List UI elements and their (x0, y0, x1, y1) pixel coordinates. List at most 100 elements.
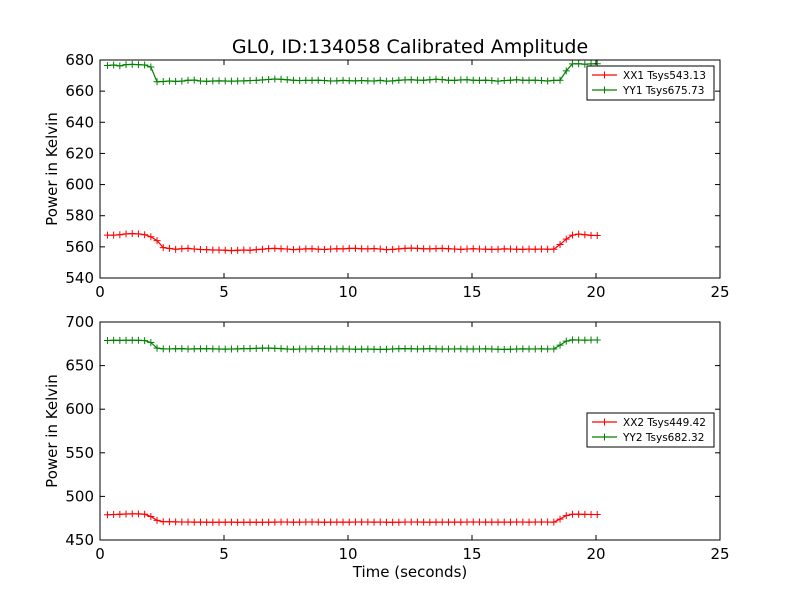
data-point (333, 518, 341, 526)
x-tick-label: 10 (338, 283, 357, 301)
data-point (147, 63, 155, 71)
data-point (277, 345, 285, 353)
plot-frame (99, 321, 721, 541)
series-line (107, 339, 598, 350)
data-point (351, 345, 359, 353)
data-point (482, 518, 490, 526)
data-point (289, 518, 297, 526)
data-point (469, 76, 477, 84)
data-point (240, 246, 248, 254)
data-point (407, 518, 415, 526)
data-point (327, 345, 335, 353)
y-tick-label: 580 (65, 207, 94, 225)
data-point (265, 344, 273, 352)
data-point (221, 246, 229, 254)
data-point (333, 345, 341, 353)
data-point (153, 78, 161, 86)
data-point (494, 245, 502, 253)
data-point (246, 518, 254, 526)
data-point (196, 345, 204, 353)
data-point (457, 76, 465, 84)
data-point (110, 231, 118, 239)
data-point (432, 75, 440, 83)
data-point (141, 510, 149, 518)
x-tick-label: 0 (95, 545, 105, 563)
data-point (141, 61, 149, 69)
data-point (134, 230, 142, 238)
data-point (432, 345, 440, 353)
data-point (370, 345, 378, 353)
data-point (234, 518, 242, 526)
data-point (172, 345, 180, 353)
data-point (314, 518, 322, 526)
data-point (413, 345, 421, 353)
data-point (376, 518, 384, 526)
data-point (463, 245, 471, 253)
data-point (227, 247, 235, 255)
data-point (463, 76, 471, 84)
data-point (221, 77, 229, 85)
data-point (128, 510, 136, 518)
data-point (382, 246, 390, 254)
data-point (327, 518, 335, 526)
data-point (438, 345, 446, 353)
legend-box (586, 65, 715, 101)
legend-item: YY2 Tsys682.32 (592, 432, 704, 444)
data-point (165, 518, 173, 526)
data-point (389, 518, 397, 526)
data-point (339, 76, 347, 84)
data-point (196, 246, 204, 254)
data-point (506, 76, 514, 84)
data-point (407, 345, 415, 353)
data-point (227, 345, 235, 353)
data-point (382, 345, 390, 353)
data-point (469, 518, 477, 526)
data-point (190, 518, 198, 526)
data-point (296, 77, 304, 85)
legend-marker (601, 71, 608, 79)
data-point (537, 345, 545, 353)
data-point (550, 245, 558, 253)
data-point (209, 345, 217, 353)
y-tick-label: 450 (65, 531, 94, 549)
data-point (110, 336, 118, 344)
y-tick-label: 550 (65, 444, 94, 462)
data-point (581, 60, 589, 68)
data-point (513, 245, 521, 253)
data-point (333, 245, 341, 253)
data-point (568, 510, 576, 518)
data-point (587, 231, 595, 239)
chart-title: GL0, ID:134058 Calibrated Amplitude (232, 36, 588, 58)
data-point (190, 245, 198, 253)
data-point (265, 245, 273, 253)
data-point (153, 237, 161, 245)
data-point (364, 77, 372, 85)
data-point (581, 510, 589, 518)
data-point (184, 345, 192, 353)
data-point (271, 344, 279, 352)
data-point (203, 246, 211, 254)
data-point (420, 245, 428, 253)
y-tick-label: 540 (65, 269, 94, 287)
y-tick-label: 600 (65, 176, 94, 194)
data-point (401, 345, 409, 353)
x-tick-label: 5 (219, 545, 229, 563)
data-point (302, 345, 310, 353)
data-point (401, 518, 409, 526)
data-point (283, 345, 291, 353)
series-2-2 (103, 336, 601, 353)
legend-label: YY1 Tsys675.73 (622, 85, 704, 97)
data-point (413, 76, 421, 84)
data-point (190, 345, 198, 353)
data-point (370, 518, 378, 526)
data-point (475, 76, 483, 84)
data-point (438, 518, 446, 526)
data-point (240, 345, 248, 353)
data-point (544, 77, 552, 85)
data-point (376, 245, 384, 253)
data-point (500, 77, 508, 85)
y-tick-label: 700 (65, 313, 94, 331)
data-point (116, 231, 124, 239)
data-point (451, 76, 459, 84)
x-tick-label: 15 (462, 545, 481, 563)
